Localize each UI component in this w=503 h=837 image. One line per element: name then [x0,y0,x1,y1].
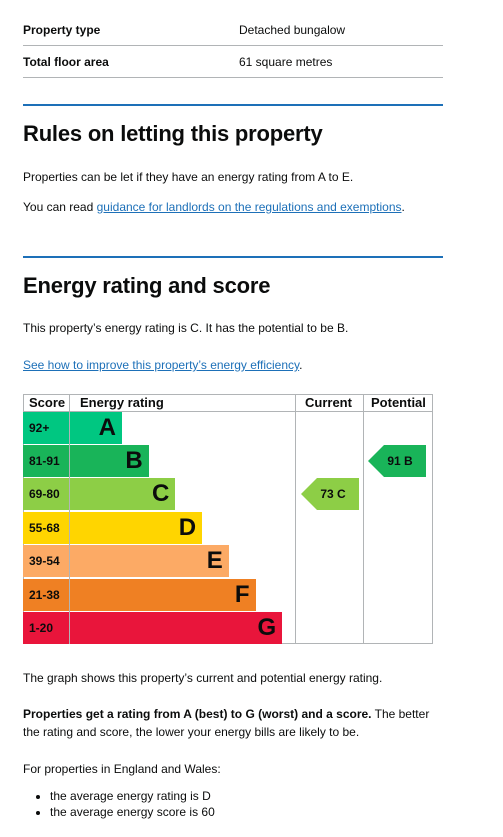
band-bar-g: G [70,611,283,644]
section-divider [23,256,443,258]
current-rating-arrow-label: 73 C [320,487,346,502]
improve-paragraph: See how to improve this property’s energ… [23,356,443,374]
letting-paragraph: Properties can be let if they have an en… [23,170,354,184]
band-score-f: 21-38 [23,578,69,611]
score-header: Score [29,395,66,410]
summary-value: Detached bungalow [239,22,346,37]
chart-gridline [432,394,433,644]
chart-gridline [363,394,364,644]
potential-header: Potential [371,395,426,410]
chart-gridline [295,394,296,644]
rating-explanation-bold: Properties get a rating from A (best) to… [23,707,372,721]
potential-rating-arrow-label: 91 B [387,453,413,468]
band-score-c: 69-80 [23,478,69,511]
improve-efficiency-link[interactable]: See how to improve this property’s energ… [23,358,300,372]
summary-key: Total floor area [23,54,109,69]
potential-rating-arrow: 91 B [368,444,426,477]
band-score-d: 55-68 [23,511,69,544]
energy-rating-paragraph: This property’s energy rating is C. It h… [23,321,349,335]
improve-suffix: . [299,358,303,372]
section-divider [23,104,443,106]
summary-row-property-type: Property type Detached bungalow [23,14,443,46]
england-wales-intro: For properties in England and Wales: [23,762,221,776]
band-bar-c: C [70,478,176,511]
energy-rating-chart: Score Energy rating Current Potential 92… [23,394,433,644]
current-rating-arrow: 73 C [301,478,359,511]
band-score-a: 92+ [23,411,69,444]
summary-key: Property type [23,22,101,37]
band-bar-f: F [70,578,256,611]
rating-explanation-rest: The better the rating and score, the low… [23,707,430,739]
list-item: the average energy score is 60 [50,804,215,820]
band-bar-b: B [70,444,149,477]
letting-heading: Rules on letting this property [23,121,323,146]
band-score-e: 39-54 [23,545,69,578]
letting-guidance-paragraph: You can read guidance for landlords on t… [23,198,443,216]
landlord-guidance-link[interactable]: guidance for landlords on the regulation… [96,200,402,214]
chart-gridline [69,394,70,644]
band-score-b: 81-91 [23,444,69,477]
average-list: the average energy rating is D the avera… [23,788,215,820]
chart-gridline [23,411,433,412]
graph-note: The graph shows this property’s current … [23,671,383,685]
band-bar-d: D [70,511,203,544]
energy-rating-header: Energy rating [80,395,164,410]
band-bar-e: E [70,545,229,578]
guidance-suffix: . [401,200,405,214]
guidance-prefix: You can read [23,200,97,214]
summary-list: Property type Detached bungalow Total fl… [23,14,443,78]
band-score-g: 1-20 [23,611,69,644]
current-header: Current [305,395,352,410]
chart-gridline [23,394,433,395]
list-item: the average energy rating is D [50,788,215,804]
summary-row-floor-area: Total floor area 61 square metres [23,46,443,78]
summary-value: 61 square metres [239,54,333,69]
rating-explanation: Properties get a rating from A (best) to… [23,705,443,741]
band-bar-a: A [70,411,122,444]
energy-heading: Energy rating and score [23,273,271,298]
